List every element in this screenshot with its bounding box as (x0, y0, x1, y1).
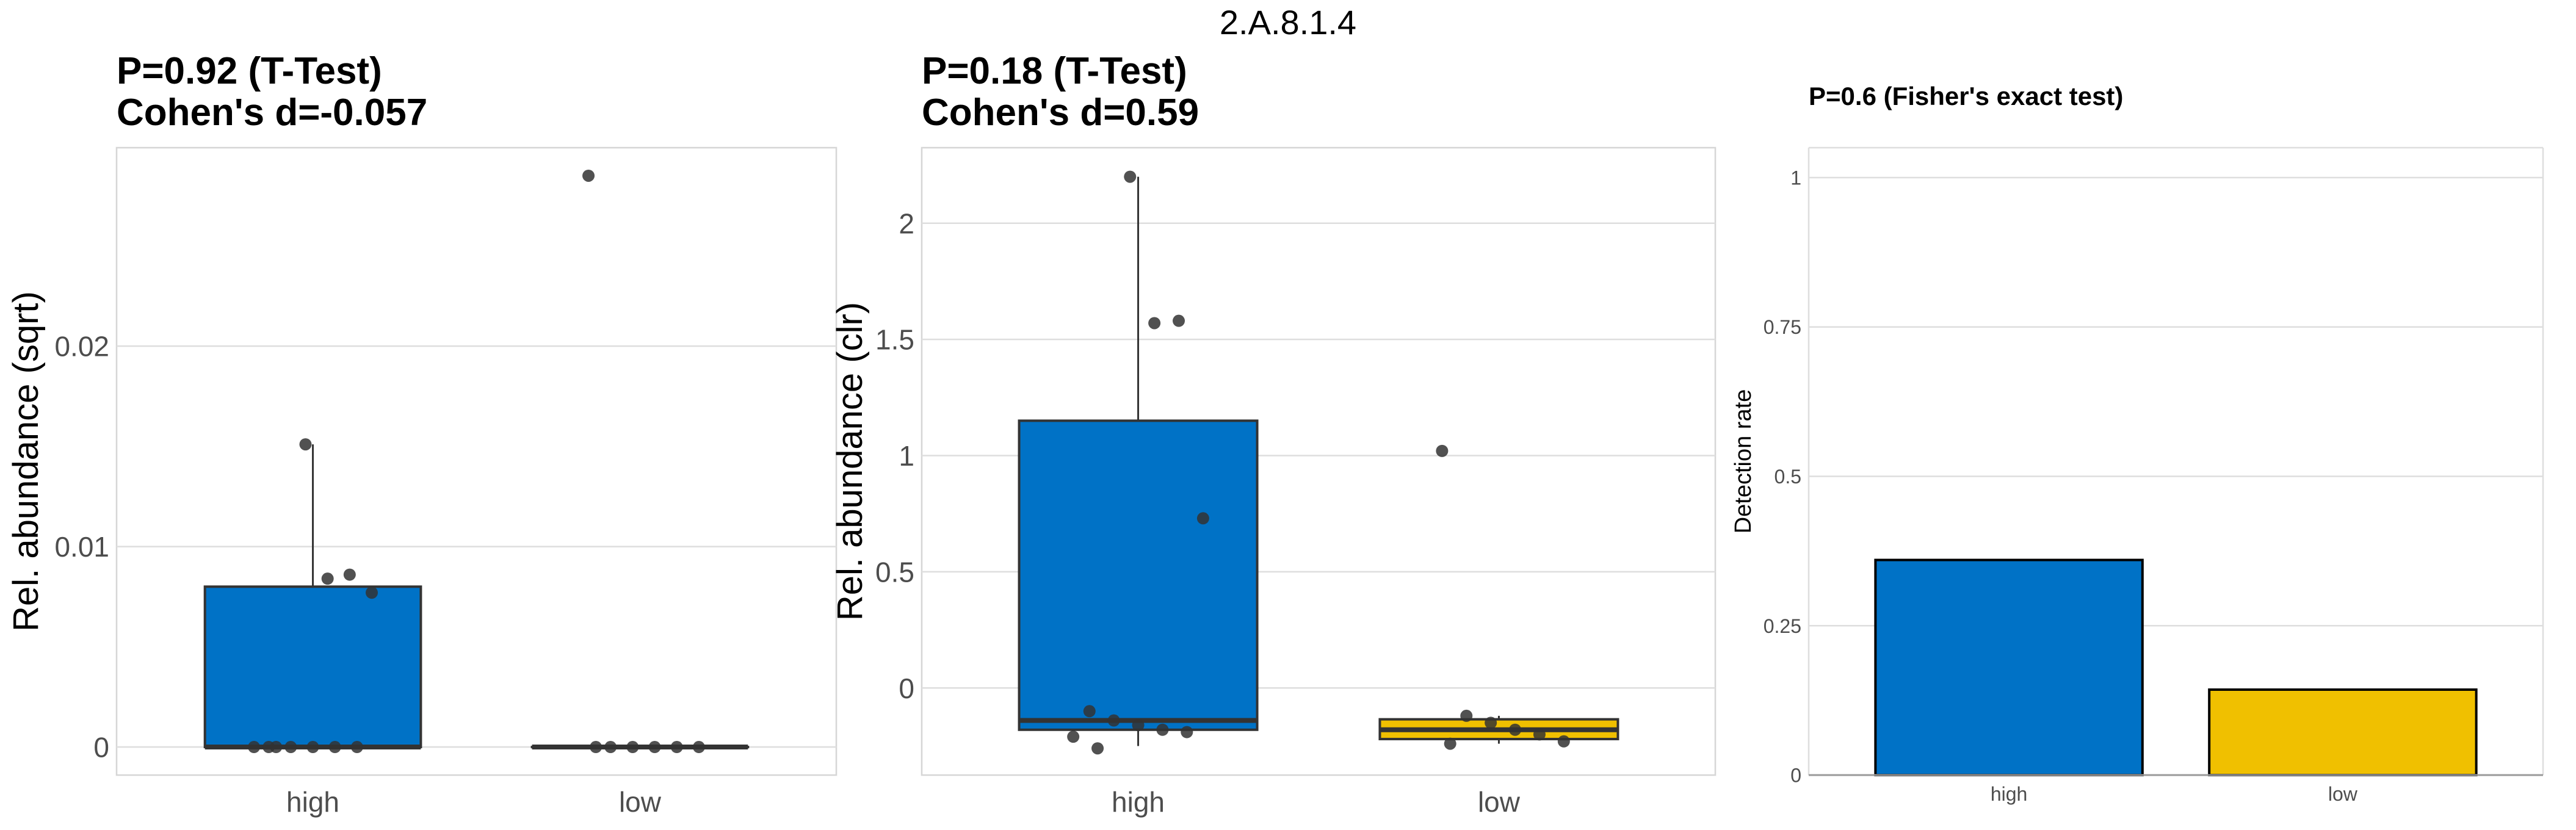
x-tick-label-low: low (619, 786, 662, 818)
data-point (366, 586, 378, 599)
data-point (1083, 705, 1096, 718)
data-point (270, 741, 283, 754)
data-point (321, 572, 334, 585)
data-point (299, 438, 312, 451)
panel-detection-rate: P=0.6 (Fisher's exact test) 0 0.25 0.5 0.75 1… (1731, 82, 2544, 805)
panel-title: P=0.92 (T-Test) (117, 50, 382, 92)
y-tick-label: 1 (899, 440, 914, 472)
data-point (590, 741, 602, 754)
data-point (648, 741, 661, 754)
y-axis-label: Rel. abundance (clr) (830, 302, 870, 621)
data-point (1444, 737, 1456, 750)
data-point (1509, 723, 1522, 736)
data-point (284, 741, 297, 754)
data-point (1181, 726, 1193, 738)
panel-t-test-sqrt: P=0.92 (T-Test)Cohen's d=-0.057 0 0.01 0.02… (6, 50, 838, 818)
data-point (1460, 709, 1473, 722)
data-point (343, 568, 356, 581)
data-point (604, 741, 617, 754)
y-axis-label: Rel. abundance (sqrt) (6, 291, 46, 632)
panel-title: Cohen's d=0.59 (922, 92, 1199, 134)
y-tick-label: 0 (1790, 765, 1801, 787)
panel-title: P=0.18 (T-Test) (922, 50, 1187, 92)
y-tick-label: 1 (1790, 167, 1801, 189)
y-tick-label: 0.25 (1764, 615, 1801, 637)
y-tick-label: 0 (899, 673, 914, 704)
bar-low (2208, 688, 2478, 777)
y-tick-label: 0.5 (875, 556, 914, 588)
y-tick-label: 0 (93, 732, 109, 763)
data-point (626, 741, 639, 754)
data-point (1124, 170, 1137, 183)
y-axis-label: Detection rate (1731, 389, 1756, 534)
x-tick-label-high: high (1991, 783, 2028, 805)
data-point (1132, 719, 1145, 732)
y-tick-label: 0.02 (54, 331, 109, 363)
data-point (692, 741, 705, 754)
panel-frame (921, 146, 1717, 776)
y-tick-label: 0.01 (54, 531, 109, 563)
data-point (1436, 444, 1449, 457)
data-point (1173, 314, 1185, 327)
data-point (670, 741, 683, 754)
bar-high (1874, 558, 2144, 776)
y-tick-label: 1.5 (875, 324, 914, 356)
y-tick-label: 0.5 (1775, 466, 1801, 488)
y-tick-label: 2 (899, 208, 914, 239)
panel-title: P=0.6 (Fisher's exact test) (1809, 82, 2123, 110)
x-tick-label-low: low (2328, 783, 2358, 805)
box-high (1018, 419, 1259, 731)
panel-title: Cohen's d=-0.057 (117, 92, 427, 134)
data-point (1156, 723, 1169, 736)
box-high (203, 585, 422, 749)
data-point (1485, 716, 1497, 729)
panel-t-test-clr: P=0.18 (T-Test)Cohen's d=0.59 0 0.5 1 1.5 2 Re… (830, 50, 1717, 818)
data-point (1148, 317, 1161, 330)
data-point (1067, 731, 1080, 743)
data-point (328, 741, 341, 754)
data-point (582, 169, 595, 182)
x-tick-label-high: high (1112, 786, 1165, 818)
figure-title: 2.A.8.1.4 (1220, 3, 1356, 42)
y-tick-label: 0.75 (1764, 316, 1801, 338)
data-point (1107, 714, 1120, 727)
data-point (1091, 742, 1104, 755)
panel-frame (115, 146, 838, 776)
data-point (350, 741, 363, 754)
x-tick-label-high: high (286, 786, 339, 818)
data-point (1196, 512, 1209, 525)
data-point (1557, 735, 1570, 748)
data-point (306, 741, 319, 754)
data-point (248, 741, 261, 754)
data-point (1533, 728, 1546, 741)
x-tick-label-low: low (1478, 786, 1521, 818)
